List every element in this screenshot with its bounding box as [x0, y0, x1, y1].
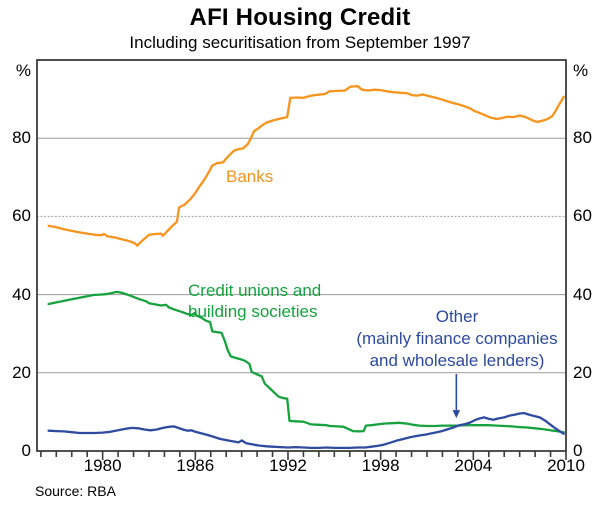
y-tick-label-right-80: 80 — [573, 128, 592, 148]
other-line — [47, 411, 565, 450]
x-tick-label-2004: 2004 — [454, 456, 493, 475]
y-tick-label-left-20: 20 — [12, 362, 31, 382]
y-axis-unit-right: % — [573, 61, 589, 80]
y-tick-label-right-40: 40 — [573, 284, 592, 304]
plot-border — [36, 59, 567, 452]
y-tick-label-left-60: 60 — [12, 206, 31, 226]
banks-series-label: Banks — [226, 167, 274, 186]
y-axis-unit-left: % — [15, 61, 31, 80]
other-series-label-line1: Other — [435, 307, 479, 326]
other-series-label: Other (mainly finance companies and whol… — [340, 306, 574, 372]
x-tick-label-1998: 1998 — [361, 456, 400, 475]
annotation-arrow-icon — [452, 410, 461, 419]
y-tick-label-right-60: 60 — [573, 206, 592, 226]
cubs-series-label: Credit unions and building societies — [188, 280, 321, 322]
x-tick-label-2010: 2010 — [547, 456, 585, 475]
y-tick-label-right-20: 20 — [573, 362, 592, 382]
source-note: Source: RBA — [35, 483, 116, 499]
y-tick-label-left-0: 0 — [21, 441, 31, 460]
credit-line — [47, 290, 565, 434]
other-series-label-line2: (mainly finance companies — [356, 329, 558, 348]
y-tick-label-right-0: 0 — [573, 441, 583, 460]
y-tick-label-left-80: 80 — [12, 128, 31, 148]
cubs-series-label-line1: Credit unions and — [188, 281, 322, 300]
x-tick-label-1986: 1986 — [176, 456, 215, 475]
cubs-series-label-line2: building societies — [188, 302, 318, 321]
banks-line — [47, 85, 565, 247]
y-tick-label-left-40: 40 — [12, 284, 31, 304]
chart-title: AFI Housing Credit — [189, 4, 411, 31]
other-series-label-line3: and wholesale lenders) — [369, 351, 545, 370]
x-tick-label-1992: 1992 — [269, 456, 307, 475]
x-tick-label-1980: 1980 — [83, 456, 122, 475]
chart-subtitle: Including securitisation from September … — [129, 33, 471, 52]
